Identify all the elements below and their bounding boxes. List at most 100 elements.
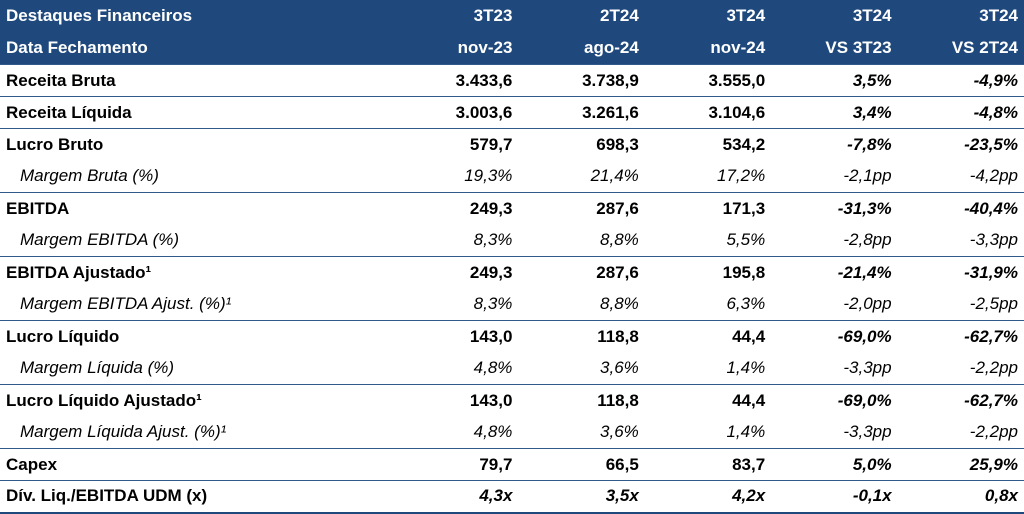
cell-value: -2,0pp bbox=[843, 294, 892, 314]
cell-value: 3,5x bbox=[518, 480, 645, 514]
row-label: EBITDA Ajustado¹ bbox=[0, 256, 393, 289]
table-row: Dív. Liq./EBITDA UDM (x) 4,3x 3,5x 4,2x -0,1… bbox=[0, 480, 1024, 514]
cell-value: 1,4% bbox=[726, 422, 766, 442]
cell-value: 19,3% bbox=[464, 166, 513, 186]
cell-value: 287,6 bbox=[518, 256, 645, 289]
cell-value: -2,2pp bbox=[969, 422, 1018, 442]
cell-value: 143,0 bbox=[392, 320, 519, 353]
cell-value: 6,3% bbox=[726, 294, 766, 314]
table-row: Lucro Líquido Ajustado¹ 143,0 118,8 44,4 -69… bbox=[0, 384, 1024, 417]
cell-value: -21,4% bbox=[771, 256, 898, 289]
cell-value: 4,2x bbox=[644, 480, 772, 514]
row-label: Receita Bruta bbox=[0, 64, 393, 97]
table-row: EBITDA Ajustado¹ 249,3 287,6 195,8 -21,4% -31… bbox=[0, 256, 1024, 289]
cell-value: 3.433,6 bbox=[392, 64, 519, 97]
cell-value: -40,4% bbox=[897, 192, 1024, 225]
row-label: Margem EBITDA Ajust. (%)¹ bbox=[20, 294, 232, 314]
cell-value: 21,4% bbox=[590, 166, 639, 186]
cell-value: 143,0 bbox=[392, 384, 519, 417]
header-row-date: Data Fechamento nov-23 ago-24 nov-24 VS … bbox=[0, 32, 1024, 65]
cell-value: 171,3 bbox=[644, 192, 772, 225]
row-label: Lucro Líquido bbox=[0, 320, 393, 353]
cell-value: -69,0% bbox=[771, 384, 898, 417]
table-row: Margem Bruta (%) 19,3% 21,4% 17,2% -2,1pp -4,… bbox=[0, 161, 1024, 193]
cell-value: 579,7 bbox=[392, 128, 519, 161]
header-row-period: Destaques Financeiros 3T23 2T24 3T24 3T2… bbox=[0, 0, 1024, 32]
table-row: Lucro Bruto 579,7 698,3 534,2 -7,8% -23,5% bbox=[0, 128, 1024, 161]
cell-value: -62,7% bbox=[897, 320, 1024, 353]
cell-value: -0,1x bbox=[771, 480, 898, 514]
cell-value: -3,3pp bbox=[843, 422, 892, 442]
row-label: Lucro Bruto bbox=[0, 128, 393, 161]
cell-value: 44,4 bbox=[644, 320, 772, 353]
cell-value: -4,8% bbox=[897, 96, 1024, 129]
cell-value: 25,9% bbox=[897, 448, 1024, 481]
cell-value: 17,2% bbox=[716, 166, 766, 186]
cell-value: -7,8% bbox=[771, 128, 898, 161]
cell-value: 698,3 bbox=[518, 128, 645, 161]
cell-value: 249,3 bbox=[392, 256, 519, 289]
cell-value: 79,7 bbox=[392, 448, 519, 481]
table-row: Capex 79,7 66,5 83,7 5,0% 25,9% bbox=[0, 448, 1024, 481]
row-label: Dív. Liq./EBITDA UDM (x) bbox=[0, 480, 393, 514]
row-label: Receita Líquida bbox=[0, 96, 393, 129]
cell-value: -2,1pp bbox=[843, 166, 892, 186]
table-header: Destaques Financeiros 3T23 2T24 3T24 3T2… bbox=[0, 0, 1024, 65]
row-label: Margem Bruta (%) bbox=[20, 166, 159, 186]
header-col-var-3t23: 3T24 bbox=[852, 6, 892, 25]
header-date-3t23: nov-23 bbox=[457, 38, 513, 57]
row-label: Margem Líquida (%) bbox=[20, 358, 175, 378]
cell-value: 1,4% bbox=[726, 358, 766, 378]
cell-value: -31,3% bbox=[771, 192, 898, 225]
cell-value: 3.555,0 bbox=[644, 64, 772, 97]
table-body: Receita Bruta 3.433,6 3.738,9 3.555,0 3,5% -4… bbox=[0, 64, 1024, 514]
table-row: Receita Bruta 3.433,6 3.738,9 3.555,0 3,5% -4… bbox=[0, 64, 1024, 97]
row-label: EBITDA bbox=[0, 192, 393, 225]
table-row: Margem EBITDA (%) 8,3% 8,8% 5,5% -2,8pp -3,3p… bbox=[0, 225, 1024, 257]
cell-value: -23,5% bbox=[897, 128, 1024, 161]
header-date-2t24: ago-24 bbox=[584, 38, 639, 57]
table-row: Margem Líquida Ajust. (%)¹ 4,8% 3,6% 1,4% -3… bbox=[0, 417, 1024, 449]
cell-value: -31,9% bbox=[897, 256, 1024, 289]
header-col-var-2t24: 3T24 bbox=[979, 6, 1018, 25]
cell-value: 3.738,9 bbox=[518, 64, 645, 97]
cell-value: 4,3x bbox=[392, 480, 519, 514]
cell-value: 8,8% bbox=[600, 230, 639, 250]
table-row: Margem EBITDA Ajust. (%)¹ 8,3% 8,8% 6,3% -2,… bbox=[0, 289, 1024, 321]
row-label: Lucro Líquido Ajustado¹ bbox=[0, 384, 393, 417]
cell-value: 4,8% bbox=[473, 358, 513, 378]
cell-value: 8,3% bbox=[473, 294, 513, 314]
header-vs-2t24: VS 2T24 bbox=[951, 38, 1018, 57]
cell-value: 3,6% bbox=[600, 358, 639, 378]
cell-value: 3.104,6 bbox=[644, 96, 772, 129]
table-row: EBITDA 249,3 287,6 171,3 -31,3% -40,4% bbox=[0, 192, 1024, 225]
cell-value: -2,5pp bbox=[969, 294, 1018, 314]
cell-value: 287,6 bbox=[518, 192, 645, 225]
cell-value: 83,7 bbox=[644, 448, 772, 481]
header-col-3t24: 3T24 bbox=[726, 6, 766, 25]
cell-value: -3,3pp bbox=[969, 230, 1018, 250]
cell-value: 3.261,6 bbox=[518, 96, 645, 129]
row-label: Margem EBITDA (%) bbox=[20, 230, 180, 250]
header-date-3t24: nov-24 bbox=[710, 38, 766, 57]
header-col-2t24: 2T24 bbox=[600, 6, 639, 25]
cell-value: 5,0% bbox=[771, 448, 898, 481]
cell-value: 118,8 bbox=[518, 384, 645, 417]
cell-value: -69,0% bbox=[771, 320, 898, 353]
cell-value: -62,7% bbox=[897, 384, 1024, 417]
row-label: Capex bbox=[0, 448, 393, 481]
header-col-3t23: 3T23 bbox=[473, 6, 513, 25]
cell-value: 249,3 bbox=[392, 192, 519, 225]
cell-value: 44,4 bbox=[644, 384, 772, 417]
cell-value: 3,5% bbox=[771, 64, 898, 97]
cell-value: -4,2pp bbox=[969, 166, 1018, 186]
cell-value: 4,8% bbox=[473, 422, 513, 442]
row-label: Margem Líquida Ajust. (%)¹ bbox=[20, 422, 227, 442]
header-vs-3t23: VS 3T23 bbox=[825, 38, 892, 57]
cell-value: 3,6% bbox=[600, 422, 639, 442]
cell-value: 0,8x bbox=[897, 480, 1024, 514]
cell-value: -2,8pp bbox=[843, 230, 892, 250]
cell-value: 8,3% bbox=[473, 230, 513, 250]
cell-value: 195,8 bbox=[644, 256, 772, 289]
